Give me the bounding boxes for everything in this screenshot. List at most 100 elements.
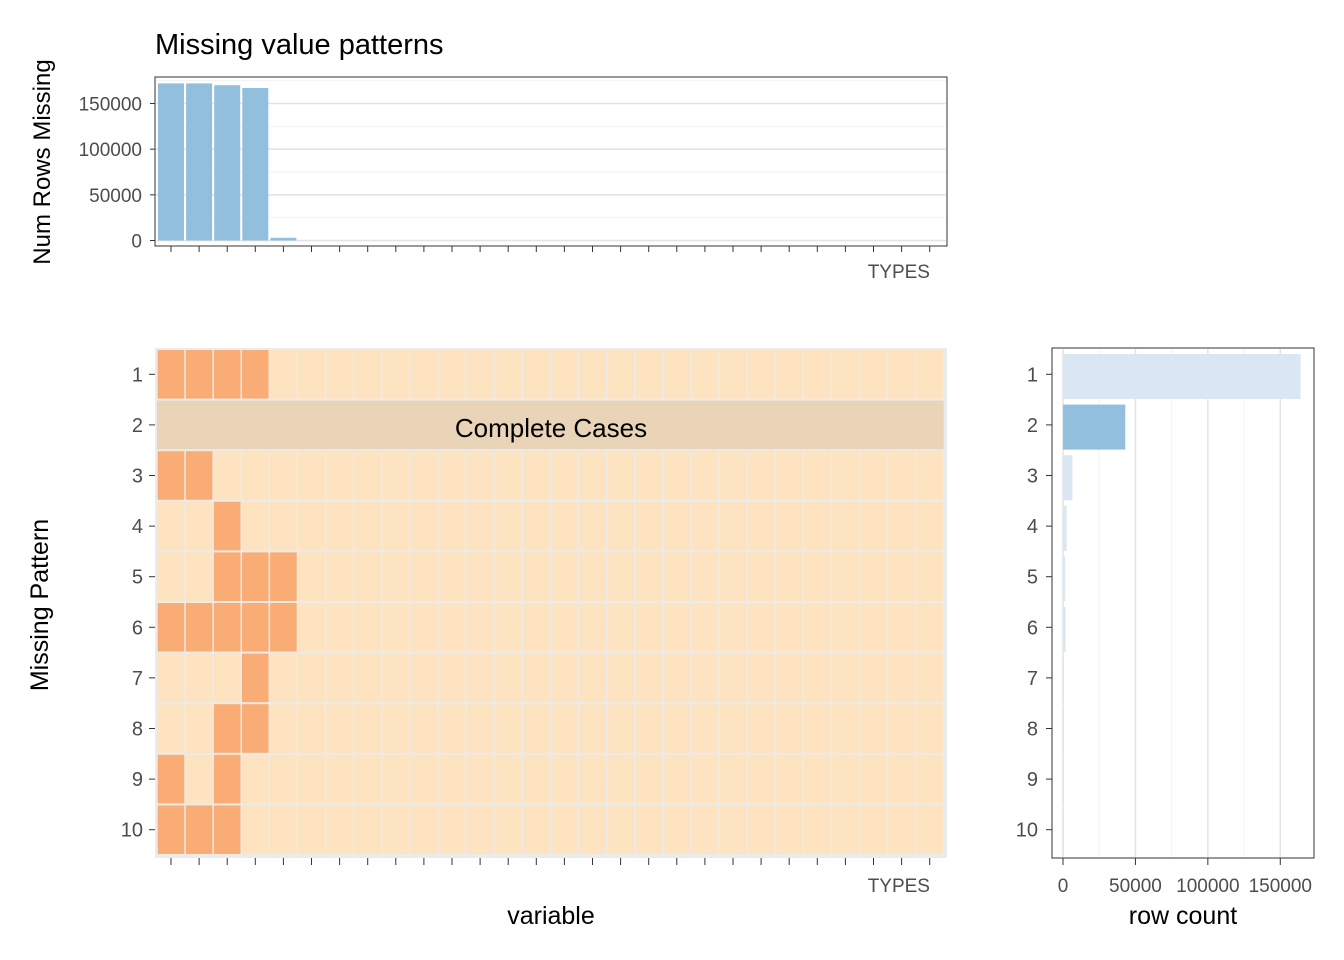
heatmap-cell-present <box>860 603 887 652</box>
heatmap-cell-present <box>298 603 325 652</box>
heatmap-cell-present <box>523 451 550 500</box>
heatmap-cell-present <box>382 704 410 753</box>
heatmap-cell-present <box>719 451 747 500</box>
heatmap-cell-present <box>635 805 662 854</box>
heatmap-cell-present <box>663 754 691 804</box>
heatmap-cell-present <box>270 451 297 500</box>
top-bar <box>242 87 269 241</box>
heatmap-cell-present <box>326 805 353 854</box>
rowcount-y-axis: 1 2 3 4 5 6 7 8 9 10 <box>1016 364 1052 842</box>
heatmap-cell-present <box>523 552 550 601</box>
heatmap-cell-present <box>523 754 550 804</box>
heatmap-cell-present <box>494 501 522 551</box>
heatmap-cell-present <box>663 451 691 500</box>
heatmap-y-tick-label: 9 <box>132 769 143 791</box>
heatmap-cell-present <box>719 754 747 804</box>
heatmap-cell-present <box>635 653 662 703</box>
heatmap-cell-present <box>466 552 494 601</box>
heatmap-cell-missing <box>213 501 241 551</box>
heatmap-cell-present <box>635 350 662 399</box>
heatmap-cell-present <box>438 451 466 500</box>
heatmap-cell-present <box>635 552 662 601</box>
heatmap-y-tick-label: 5 <box>132 567 143 589</box>
heatmap-cell-present <box>888 704 915 753</box>
rowcount-bar <box>1063 505 1067 551</box>
heatmap-cell-present <box>663 653 691 703</box>
heatmap-cell-present <box>579 603 606 652</box>
heatmap-x-axis-label: variable <box>507 902 595 930</box>
heatmap-complete-row <box>157 400 944 450</box>
rowcount-bar <box>1063 708 1064 754</box>
heatmap-cell-present <box>270 805 297 854</box>
heatmap-cell-present <box>916 653 943 703</box>
heatmap-cell-present <box>916 552 943 601</box>
rowcount-bar <box>1063 354 1301 399</box>
heatmap-cell-present <box>466 350 494 399</box>
heatmap-cell-present <box>494 704 522 753</box>
heatmap-cell-present <box>270 704 297 753</box>
heatmap-cell-present <box>438 704 466 753</box>
heatmap-cell-missing <box>157 451 185 500</box>
heatmap-cell-present <box>804 350 831 399</box>
top-bar <box>270 237 297 241</box>
heatmap-cell-present <box>663 805 691 854</box>
rowcount-y-tick-label: 7 <box>1027 668 1038 690</box>
top-y-axis-label: Num Rows Missing <box>29 59 56 264</box>
heatmap-cell-present <box>747 653 775 703</box>
heatmap-cell-present <box>523 603 550 652</box>
heatmap-cell-present <box>326 350 353 399</box>
heatmap-cell-present <box>354 451 381 500</box>
heatmap-cell-present <box>747 603 775 652</box>
heatmap-cell-present <box>157 552 185 601</box>
heatmap-cell-present <box>382 603 410 652</box>
rowcount-y-tick-label: 10 <box>1016 820 1038 842</box>
heatmap-cell-present <box>157 653 185 703</box>
heatmap-cell-present <box>747 704 775 753</box>
heatmap-cell-present <box>466 754 494 804</box>
heatmap-cell-missing <box>213 552 241 601</box>
heatmap-y-tick-label: 6 <box>132 617 143 639</box>
rowcount-x-tick-label: 50000 <box>1109 876 1162 897</box>
heatmap-cell-present <box>579 350 606 399</box>
heatmap-cell-present <box>832 451 859 500</box>
heatmap-cell-missing <box>157 805 185 854</box>
heatmap-cell-present <box>747 805 775 854</box>
heatmap-cell-present <box>804 603 831 652</box>
heatmap-cell-present <box>804 653 831 703</box>
heatmap-cell-present <box>691 754 719 804</box>
heatmap-cell-present <box>494 350 522 399</box>
heatmap-cell-present <box>775 451 803 500</box>
heatmap-cell-present <box>382 451 410 500</box>
heatmap-cell-present <box>157 501 185 551</box>
heatmap-cell-present <box>775 552 803 601</box>
heatmap-cell-present <box>860 704 887 753</box>
heatmap-cell-present <box>298 805 325 854</box>
heatmap-cell-present <box>494 552 522 601</box>
heatmap-cell-present <box>157 704 185 753</box>
rowcount-bar <box>1063 556 1066 602</box>
heatmap-cell-present <box>213 451 241 500</box>
heatmap-cell-present <box>635 451 662 500</box>
heatmap-cell-present <box>382 805 410 854</box>
heatmap-cell-present <box>185 552 213 601</box>
heatmap-cell-present <box>888 451 915 500</box>
heatmap-cell-present <box>691 451 719 500</box>
top-x-axis: TYPES <box>170 246 931 283</box>
heatmap-cell-present <box>719 653 747 703</box>
heatmap-cell-present <box>860 350 887 399</box>
heatmap-cell-present <box>775 754 803 804</box>
heatmap-cell-present <box>804 754 831 804</box>
heatmap-cell-present <box>298 350 325 399</box>
heatmap-cell-missing <box>213 805 241 854</box>
rowcount-y-tick-label: 5 <box>1027 567 1038 589</box>
heatmap-cell-present <box>747 451 775 500</box>
heatmap-cell-present <box>663 704 691 753</box>
top-y-tick-label: 150000 <box>79 95 142 116</box>
heatmap-cell-present <box>832 653 859 703</box>
heatmap-cell-present <box>354 754 381 804</box>
heatmap-cell-present <box>551 451 578 500</box>
heatmap-cell-present <box>438 350 466 399</box>
rowcount-y-tick-label: 4 <box>1027 516 1038 538</box>
heatmap-cell-present <box>635 603 662 652</box>
